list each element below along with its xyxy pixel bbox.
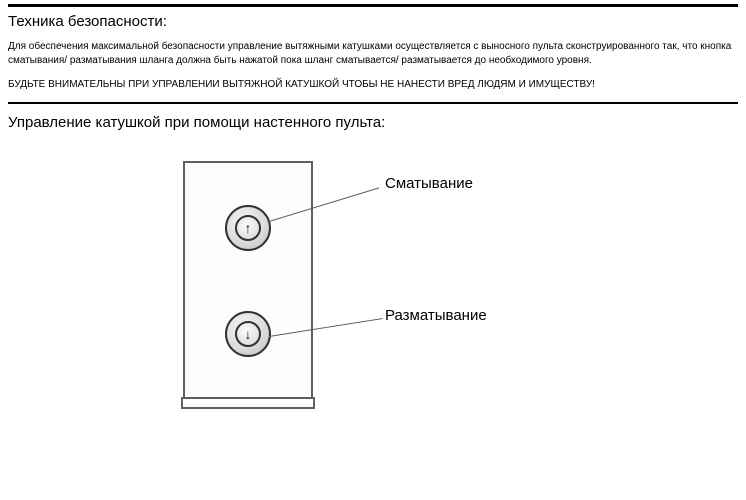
safety-title: Техника безопасности: xyxy=(8,13,738,30)
unwind-button-inner: ↓ xyxy=(235,321,261,347)
rule-top xyxy=(8,4,738,7)
safety-warning: БУДЬТЕ ВНИМАТЕЛЬНЫ ПРИ УПРАВЛЕНИИ ВЫТЯЖН… xyxy=(8,78,738,92)
rule-mid xyxy=(8,102,738,104)
remote-panel-base xyxy=(181,397,315,409)
arrow-down-icon: ↓ xyxy=(245,327,252,341)
arrow-up-icon: ↑ xyxy=(245,221,252,235)
control-title: Управление катушкой при помощи настенног… xyxy=(8,114,738,131)
label-unwind: Разматывание xyxy=(385,307,487,324)
wall-remote-diagram: ↑ ↓ Сматывание Разматывание xyxy=(8,161,738,421)
wind-button[interactable]: ↑ xyxy=(225,205,271,251)
label-wind: Сматывание xyxy=(385,175,473,192)
safety-paragraph: Для обеспечения максимальной безопасност… xyxy=(8,40,738,68)
unwind-button[interactable]: ↓ xyxy=(225,311,271,357)
wind-button-inner: ↑ xyxy=(235,215,261,241)
remote-panel xyxy=(183,161,313,399)
